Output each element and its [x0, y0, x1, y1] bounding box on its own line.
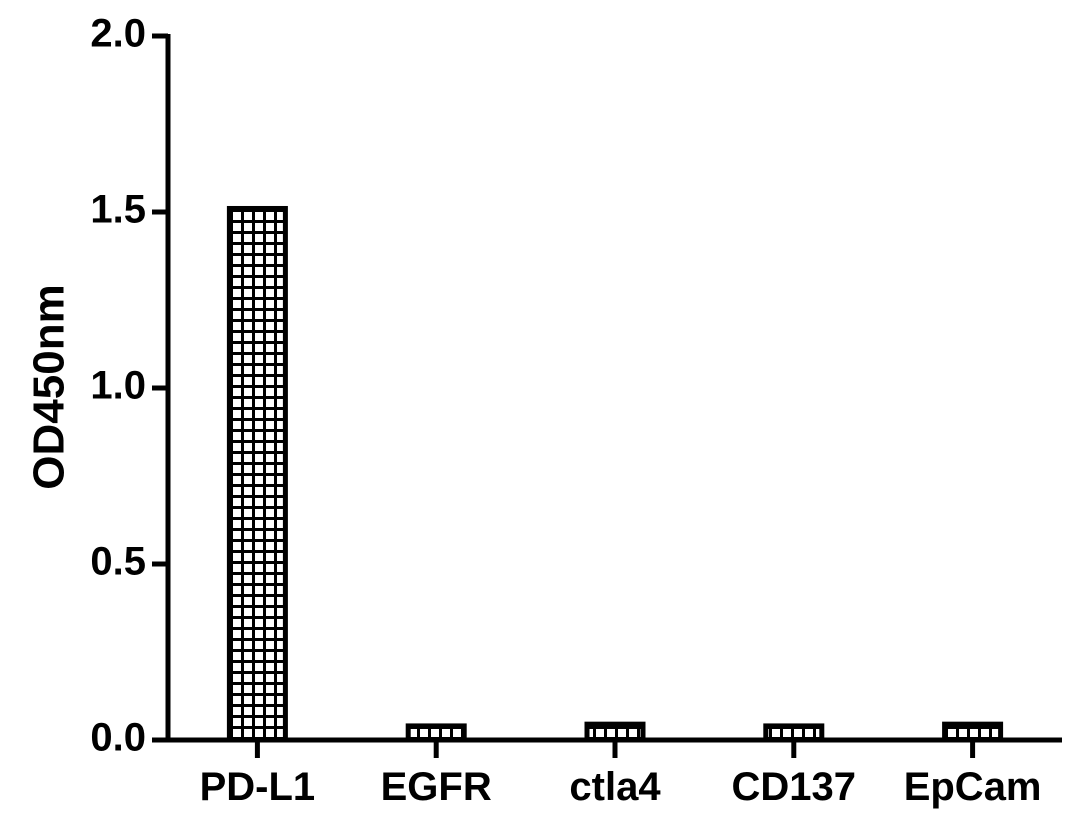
axes-group	[166, 34, 1062, 742]
y-ticks-group: 0.0 0.5 1.0 1.5 2.0	[90, 12, 168, 760]
y-tick-label: 1.5	[90, 188, 146, 232]
x-tick-label: EpCam	[904, 765, 1042, 809]
y-tick-label: 0.5	[90, 540, 146, 584]
y-axis-label: OD450nm	[25, 284, 74, 489]
y-tick-label: 1.0	[90, 364, 146, 408]
y-tick-label: 0.0	[90, 716, 146, 760]
x-tick-label: CD137	[732, 765, 857, 809]
x-ticks-group: PD-L1 EGFR ctla4 CD137 EpCam	[200, 740, 1042, 809]
y-tick-label: 2.0	[90, 12, 146, 56]
bar-pd-l1	[229, 208, 285, 740]
x-tick-label: ctla4	[569, 765, 661, 809]
bars-group	[229, 208, 1000, 740]
x-tick-label: PD-L1	[200, 765, 316, 809]
x-tick-label: EGFR	[381, 765, 492, 809]
